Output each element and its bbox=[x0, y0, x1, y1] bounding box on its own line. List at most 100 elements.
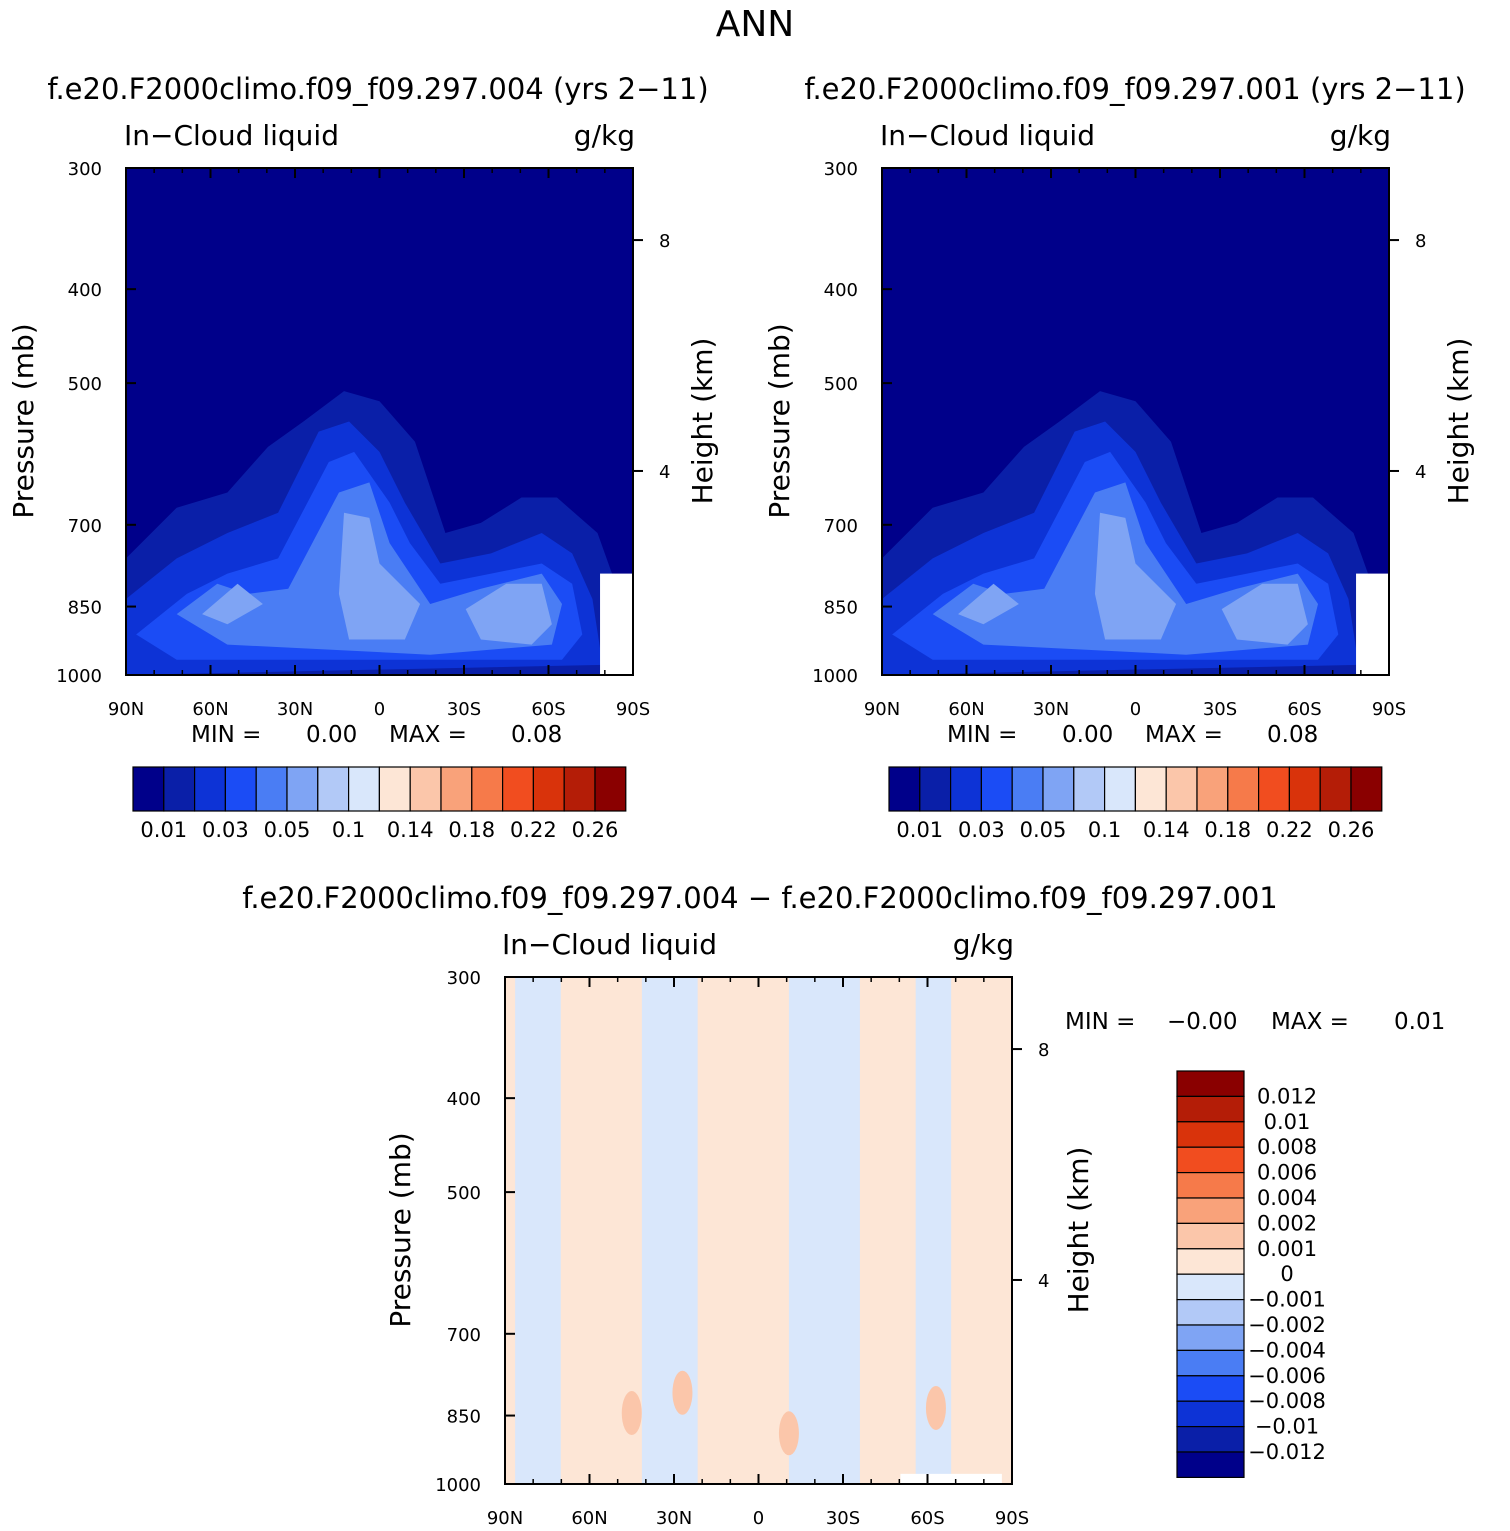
panel-a-colorbar-label: 0.26 bbox=[572, 818, 619, 842]
panel-c-y-right-tick-label: 4 bbox=[1038, 1271, 1049, 1292]
panel-a-colorbar-box bbox=[563, 766, 596, 812]
panel-a-contour-field bbox=[126, 168, 633, 675]
panel-b-colorbar-box bbox=[1011, 766, 1044, 812]
panel-c-colorbar-label: −0.001 bbox=[1248, 1288, 1326, 1312]
panel-c-colorbar-label: −0.01 bbox=[1255, 1415, 1319, 1439]
panel-c-colorbar-box bbox=[1176, 1451, 1245, 1478]
panel-c-colorbar-label: 0 bbox=[1280, 1262, 1293, 1286]
panel-a-colorbar: 0.01 0.03 0.05 0.1 0.14 0.18 0.22 0.26 bbox=[132, 766, 627, 842]
panel-c-colorbar-label: 0.012 bbox=[1257, 1084, 1317, 1108]
panel-c-level-patch bbox=[672, 1370, 693, 1415]
panel-c-colorbar-box bbox=[1176, 1197, 1245, 1224]
panel-c-x-tick-label: 60N bbox=[571, 1508, 607, 1529]
panel-b-x-tick-label: 60N bbox=[948, 699, 984, 720]
panel-b-colorbar-label: 0.14 bbox=[1143, 818, 1190, 842]
panel-c-units-title: g/kg bbox=[953, 928, 1014, 961]
panel-c-x-tick-label: 30S bbox=[826, 1508, 860, 1529]
panel-b-colorbar-label: 0.22 bbox=[1266, 818, 1313, 842]
left-subtitle: f.e20.F2000climo.f09_f09.297.004 (yrs 2−… bbox=[47, 72, 708, 106]
panel-c-y-tick-label: 400 bbox=[447, 1089, 481, 1110]
panel-a-colorbar-box bbox=[378, 766, 411, 812]
panel-a-level-5b bbox=[338, 512, 421, 640]
panel-c-colorbar-box bbox=[1176, 1273, 1245, 1301]
panel-a-colorbar-box bbox=[409, 766, 442, 812]
panel-c-colorbar-label: −0.004 bbox=[1248, 1338, 1326, 1362]
main-title: ANN bbox=[716, 4, 795, 45]
panel-b-colorbar-label: 0.01 bbox=[896, 818, 943, 842]
panel-b-level-5c bbox=[1221, 583, 1308, 645]
panel-b-y-tick-label: 300 bbox=[824, 159, 858, 180]
panel-a-colorbar-box bbox=[132, 766, 165, 812]
panel-c-colorbar-box bbox=[1176, 1146, 1245, 1174]
panel-a-units-title: g/kg bbox=[574, 119, 635, 152]
panel-c-colorbar-box bbox=[1176, 1095, 1245, 1123]
panel-b-x-tick-label: 0 bbox=[1130, 699, 1141, 720]
panel-c-x-tick-label: 0 bbox=[753, 1508, 764, 1529]
panel-b-colorbar-box bbox=[1319, 766, 1352, 812]
panel-b-colorbar-box bbox=[980, 766, 1013, 812]
panel-c-colorbar-box bbox=[1176, 1425, 1245, 1453]
panel-c-colorbar-box bbox=[1176, 1375, 1245, 1402]
panel-c-y-tick-label: 300 bbox=[447, 968, 481, 989]
panel-a-min-label: MIN = bbox=[191, 722, 261, 748]
panel-c-x-tick-label: 30N bbox=[656, 1508, 692, 1529]
panel-c-missing-data bbox=[900, 1473, 1002, 1484]
panel-b-x-tick-label: 60S bbox=[1287, 699, 1321, 720]
panel-a-colorbar-box bbox=[224, 766, 257, 812]
panel-c-colorbar-label: 0.006 bbox=[1257, 1161, 1317, 1185]
panel-c-min-label: MIN = bbox=[1065, 1009, 1135, 1035]
panel-b-colorbar-label: 0.26 bbox=[1328, 818, 1375, 842]
panel-a-y-right-tick-label: 4 bbox=[659, 462, 670, 483]
panel-a-y-right-tick-label: 8 bbox=[659, 231, 670, 252]
panel-b-y-tick-label: 500 bbox=[824, 374, 858, 395]
panel-a-level-5a bbox=[202, 583, 263, 625]
panel-a-y-tick-label: 700 bbox=[68, 516, 102, 537]
panel-c-min-value: −0.00 bbox=[1167, 1009, 1237, 1035]
panel-a-ylabel: Pressure (mb) bbox=[7, 323, 40, 518]
panel-c-colorbar-label: −0.012 bbox=[1248, 1440, 1326, 1464]
panel-b-x-tick-label: 90N bbox=[864, 699, 900, 720]
panel-b-x-tick-label: 30N bbox=[1033, 699, 1069, 720]
panel-a-colorbar-label: 0.14 bbox=[387, 818, 434, 842]
panel-b-x-tick-label: 30S bbox=[1203, 699, 1237, 720]
panel-a-y-tick-label: 500 bbox=[68, 374, 102, 395]
panel-b-colorbar-box bbox=[1350, 766, 1383, 812]
panel-b-min-label: MIN = bbox=[947, 722, 1017, 748]
panel-b-contour-field bbox=[882, 168, 1389, 675]
panel-b-ylabel-right: Height (km) bbox=[1442, 338, 1475, 505]
panel-c-colorbar-box bbox=[1176, 1222, 1245, 1250]
panel-c-x-tick-label: 60S bbox=[910, 1508, 944, 1529]
panel-b-y-tick-label: 700 bbox=[824, 516, 858, 537]
panel-a-colorbar-box bbox=[532, 766, 565, 812]
panel-a-colorbar-box bbox=[317, 766, 350, 812]
panel-c-max-label: MAX = bbox=[1271, 1009, 1349, 1035]
panel-c-y-tick-label: 850 bbox=[447, 1407, 481, 1428]
panel-c-colorbar-box bbox=[1176, 1324, 1245, 1351]
panel-c-level-patch bbox=[621, 1391, 642, 1436]
panel-a-colorbar-box bbox=[348, 766, 381, 812]
panel-c-ylabel-right: Height (km) bbox=[1062, 1147, 1095, 1314]
panel-c-level-negative-band bbox=[515, 977, 561, 1484]
panel-c-colorbar-label: 0.008 bbox=[1257, 1135, 1317, 1159]
panel-a-colorbar-label: 0.22 bbox=[510, 818, 557, 842]
panel-c-contour-field bbox=[505, 977, 1012, 1484]
panel-a-y-tick-label: 400 bbox=[68, 280, 102, 301]
panel-c-colorbar-label: 0.004 bbox=[1257, 1186, 1317, 1210]
panel-b-missing-data bbox=[1356, 573, 1389, 675]
diff-subtitle: f.e20.F2000climo.f09_f09.297.004 − f.e20… bbox=[242, 881, 1278, 915]
right-subtitle: f.e20.F2000climo.f09_f09.297.001 (yrs 2−… bbox=[804, 72, 1465, 106]
panel-b-colorbar-label: 0.18 bbox=[1204, 818, 1251, 842]
panel-b-colorbar-box bbox=[1257, 766, 1290, 812]
panel-b-x-tick-label: 90S bbox=[1372, 699, 1406, 720]
panel-c-ylabel: Pressure (mb) bbox=[384, 1132, 417, 1327]
panel-a-colorbar-box bbox=[502, 766, 535, 812]
panel-b-max-value: 0.08 bbox=[1267, 722, 1318, 748]
panel-c-variable-title: In−Cloud liquid bbox=[502, 928, 717, 961]
panel-b-y-tick-label: 1000 bbox=[812, 666, 858, 687]
panel-c-colorbar-box bbox=[1176, 1248, 1245, 1275]
panel-c-colorbar: 0.0120.010.0080.0060.0040.0020.0010−0.00… bbox=[1176, 1070, 1326, 1478]
panel-a-colorbar-box bbox=[194, 766, 227, 812]
panel-b-ylabel: Pressure (mb) bbox=[763, 323, 796, 518]
panel-b-colorbar-label: 0.05 bbox=[1020, 818, 1067, 842]
